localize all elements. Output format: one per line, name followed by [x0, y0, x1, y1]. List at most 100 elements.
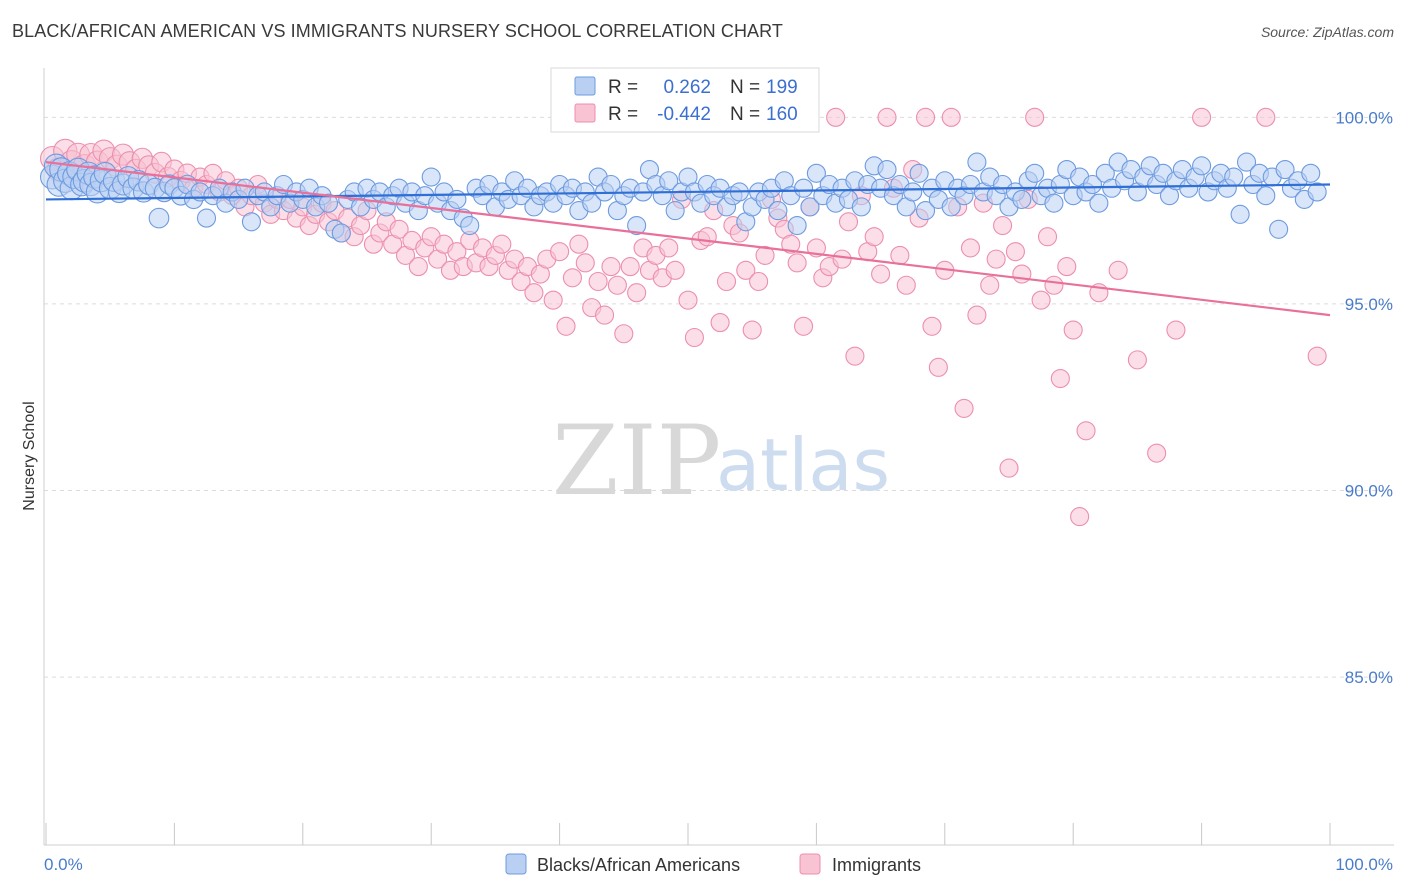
- blacks-point: [659, 171, 679, 191]
- series-legend: Blacks/African Americans Immigrants: [505, 853, 921, 875]
- blacks-point: [447, 189, 467, 209]
- blacks-point: [1089, 193, 1109, 213]
- immigrants-point: [794, 316, 814, 336]
- blacks-point: [903, 182, 923, 202]
- immigrants-point: [781, 234, 801, 254]
- blacks-point: [851, 197, 871, 217]
- immigrants-point: [594, 305, 615, 325]
- blacks-point: [909, 163, 929, 183]
- stats-legend-frame: [550, 67, 820, 133]
- immigrants-point: [550, 242, 570, 262]
- stats-swatch-pink: [574, 103, 596, 123]
- immigrants-point: [928, 357, 948, 377]
- immigrants-point: [954, 398, 974, 418]
- blacks-point: [1307, 182, 1327, 202]
- y-tick-label: 90.0%: [1345, 481, 1393, 500]
- immigrants-point: [665, 260, 685, 280]
- immigrants-trend-line: [45, 161, 1331, 317]
- blacks-point: [241, 212, 261, 232]
- immigrants-point: [1025, 107, 1045, 127]
- blacks-point: [665, 201, 685, 221]
- trend-lines: [45, 161, 1331, 317]
- immigrants-point: [716, 271, 737, 292]
- immigrants-point: [1012, 264, 1032, 284]
- blacks-point: [967, 152, 987, 172]
- blacks-point: [800, 197, 820, 217]
- blacks-point: [331, 223, 351, 243]
- immigrants-point: [890, 245, 910, 265]
- immigrants-point: [967, 305, 987, 325]
- immigrants-point: [710, 313, 730, 333]
- immigrants-point: [1127, 350, 1147, 370]
- immigrants-point: [1063, 320, 1083, 340]
- y-tick-label: 95.0%: [1345, 295, 1393, 314]
- immigrants-point: [588, 271, 608, 292]
- immigrants-point: [941, 107, 961, 127]
- blacks-points: [39, 152, 1327, 243]
- blacks-point: [1025, 163, 1045, 183]
- immigrants-point: [1044, 275, 1064, 295]
- blacks-point: [318, 193, 339, 213]
- immigrants-point: [980, 275, 1000, 295]
- legend-label-pink: Immigrants: [832, 855, 921, 875]
- immigrants-point: [787, 253, 807, 273]
- immigrants-point: [826, 107, 846, 127]
- blacks-point: [196, 208, 217, 228]
- y-axis-title: Nursery School: [21, 401, 38, 510]
- immigrants-point: [627, 283, 647, 303]
- immigrants-point: [524, 283, 544, 303]
- immigrants-point: [1057, 257, 1077, 277]
- legend-swatch-blue: [505, 853, 527, 875]
- immigrants-point: [845, 346, 865, 366]
- blacks-point: [941, 197, 961, 217]
- immigrants-point: [742, 320, 762, 340]
- immigrants-point: [749, 271, 769, 292]
- immigrants-point: [999, 458, 1019, 478]
- source-note: Source: ZipAtlas.com: [1260, 24, 1394, 40]
- blacks-point: [877, 160, 897, 180]
- immigrants-point: [697, 227, 717, 247]
- watermark-zip: ZIP: [552, 405, 721, 517]
- y-tick-labels: 85.0% 90.0% 95.0% 100.0%: [1335, 108, 1393, 687]
- blacks-point: [1082, 174, 1103, 195]
- x-tick-label-max: 100.0%: [1335, 855, 1393, 874]
- immigrants-point: [1005, 242, 1025, 262]
- blacks-point: [627, 215, 647, 236]
- x-tick-label-min: 0.0%: [44, 855, 83, 874]
- stats-n-value-pink: 160: [766, 104, 798, 125]
- stats-n-label-pink: N =: [730, 104, 760, 125]
- immigrants-point: [877, 107, 897, 127]
- stats-n-label-blue: N =: [730, 77, 760, 98]
- immigrants-point: [408, 257, 428, 277]
- blacks-point: [1044, 193, 1064, 213]
- immigrants-point: [871, 264, 891, 284]
- immigrants-point: [1192, 107, 1212, 127]
- immigrants-point: [1166, 320, 1186, 340]
- immigrants-point: [1256, 107, 1276, 127]
- immigrants-point: [684, 327, 704, 348]
- watermark-atlas: atlas: [716, 423, 890, 507]
- stats-r-value-blue: 0.262: [663, 77, 711, 98]
- immigrants-point: [620, 257, 640, 277]
- immigrants-point: [864, 227, 884, 247]
- legend-label-blue: Blacks/African Americans: [537, 855, 740, 875]
- immigrants-point: [915, 107, 936, 127]
- blacks-point: [1301, 163, 1321, 183]
- stats-r-label-blue: R =: [608, 77, 638, 98]
- chart-title: BLACK/AFRICAN AMERICAN VS IMMIGRANTS NUR…: [12, 21, 784, 41]
- immigrants-point: [1147, 443, 1167, 463]
- immigrants-point: [492, 234, 512, 254]
- immigrants-point: [838, 212, 859, 232]
- blacks-point: [794, 178, 814, 198]
- immigrants-point: [993, 215, 1013, 236]
- immigrants-point: [575, 253, 595, 273]
- immigrants-point: [601, 257, 621, 277]
- immigrants-point: [1070, 507, 1090, 527]
- immigrants-point: [556, 316, 576, 336]
- y-tick-label: 85.0%: [1345, 668, 1393, 687]
- stats-swatch-blue: [574, 76, 596, 96]
- immigrants-point: [986, 249, 1006, 269]
- immigrants-point: [736, 260, 756, 280]
- stats-r-value-pink: -0.442: [657, 104, 711, 125]
- immigrants-point: [1031, 290, 1051, 310]
